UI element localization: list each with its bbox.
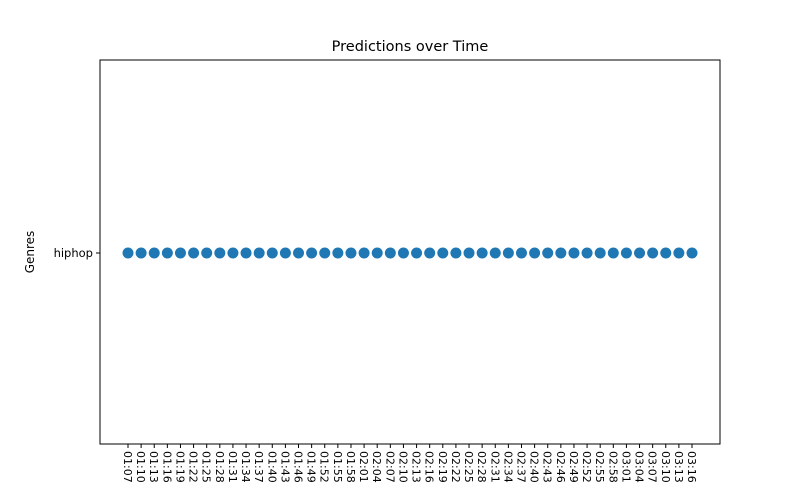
x-tick-label: 02:52 <box>580 451 593 483</box>
x-tick-label: 02:55 <box>593 451 606 483</box>
data-point <box>266 247 278 259</box>
x-tick-label: 01:28 <box>213 451 226 483</box>
data-point <box>188 247 200 259</box>
y-axis-ticks: hiphop <box>54 246 100 260</box>
y-tick-label: hiphop <box>54 246 93 260</box>
data-point <box>319 247 331 259</box>
data-point <box>148 247 160 259</box>
data-point <box>463 247 475 259</box>
data-point <box>437 247 449 259</box>
x-tick-label: 01:46 <box>292 451 305 483</box>
x-tick-label: 02:31 <box>488 451 501 483</box>
x-tick-label: 01:07 <box>121 451 134 483</box>
x-tick-label: 02:13 <box>410 451 423 483</box>
x-tick-label: 01:31 <box>226 451 239 483</box>
x-tick-label: 01:58 <box>344 451 357 483</box>
x-tick-label: 02:37 <box>514 451 527 483</box>
data-point <box>122 247 134 259</box>
data-point <box>358 247 370 259</box>
data-point <box>673 247 685 259</box>
x-tick-label: 02:22 <box>449 451 462 483</box>
x-tick-label: 01:49 <box>305 451 318 483</box>
x-tick-label: 01:43 <box>278 451 291 483</box>
data-point <box>529 247 541 259</box>
plot-frame <box>99 59 721 445</box>
x-tick-label: 02:34 <box>501 451 514 483</box>
data-point <box>424 247 436 259</box>
x-tick-label: 01:25 <box>200 451 213 483</box>
x-axis-ticks: 01:07 01:10 01:13 01:16 01:19 01:22 01:25 01:28… <box>121 444 698 483</box>
x-tick-label: 03:01 <box>619 451 632 483</box>
data-point <box>555 247 567 259</box>
data-point <box>660 247 672 259</box>
x-tick-label: 01:10 <box>134 451 147 483</box>
x-tick-label: 01:40 <box>265 451 278 483</box>
x-tick-label: 03:16 <box>685 451 698 483</box>
data-point <box>607 247 619 259</box>
data-point <box>634 247 646 259</box>
data-points <box>122 247 698 259</box>
x-tick-label: 02:25 <box>462 451 475 483</box>
x-tick-label: 02:04 <box>370 451 383 483</box>
data-point <box>581 247 593 259</box>
data-point <box>279 247 291 259</box>
data-point <box>306 247 318 259</box>
x-tick-label: 03:04 <box>633 451 646 483</box>
data-point <box>568 247 580 259</box>
data-point <box>214 247 226 259</box>
data-point <box>397 247 409 259</box>
data-point <box>227 247 239 259</box>
data-point <box>411 247 423 259</box>
x-tick-label: 02:58 <box>606 451 619 483</box>
data-point <box>293 247 305 259</box>
data-point <box>594 247 606 259</box>
x-tick-label: 02:07 <box>383 451 396 483</box>
data-point <box>489 247 501 259</box>
x-tick-label: 02:40 <box>528 451 541 483</box>
x-tick-label: 02:19 <box>436 451 449 483</box>
data-point <box>384 247 396 259</box>
x-tick-label: 01:34 <box>239 451 252 483</box>
data-point <box>161 247 173 259</box>
y-axis-label: Genres <box>23 231 37 274</box>
data-point <box>135 247 147 259</box>
x-tick-label: 02:10 <box>396 451 409 483</box>
x-tick-label: 03:13 <box>672 451 685 483</box>
data-point <box>253 247 265 259</box>
data-point <box>371 247 383 259</box>
x-tick-label: 01:16 <box>160 451 173 483</box>
x-tick-label: 02:49 <box>567 451 580 483</box>
data-point <box>647 247 659 259</box>
x-tick-label: 03:10 <box>659 451 672 483</box>
x-tick-label: 03:07 <box>646 451 659 483</box>
x-tick-label: 01:37 <box>252 451 265 483</box>
data-point <box>620 247 632 259</box>
data-point <box>686 247 698 259</box>
data-point <box>332 247 344 259</box>
x-tick-label: 02:16 <box>423 451 436 483</box>
x-tick-label: 01:55 <box>331 451 344 483</box>
data-point <box>174 247 186 259</box>
data-point <box>542 247 554 259</box>
x-tick-label: 01:19 <box>173 451 186 483</box>
x-tick-label: 01:22 <box>187 451 200 483</box>
x-tick-label: 01:52 <box>318 451 331 483</box>
data-point <box>345 247 357 259</box>
data-point <box>515 247 527 259</box>
data-point <box>450 247 462 259</box>
data-point <box>201 247 213 259</box>
data-point <box>502 247 514 259</box>
chart-title: Predictions over Time <box>332 39 489 55</box>
data-point <box>240 247 252 259</box>
x-tick-label: 02:28 <box>475 451 488 483</box>
x-tick-label: 01:13 <box>147 451 160 483</box>
x-tick-label: 02:43 <box>541 451 554 483</box>
data-point <box>476 247 488 259</box>
x-tick-label: 02:46 <box>554 451 567 483</box>
x-tick-label: 02:01 <box>357 451 370 483</box>
